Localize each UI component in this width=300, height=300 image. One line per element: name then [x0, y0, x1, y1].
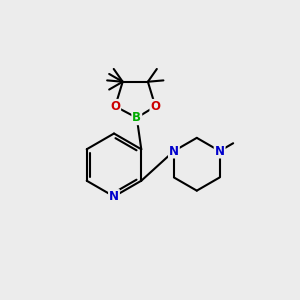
Text: N: N [169, 145, 179, 158]
Text: B: B [132, 111, 141, 124]
Text: O: O [150, 100, 161, 113]
Text: N: N [214, 145, 225, 158]
Text: N: N [109, 190, 119, 203]
Text: O: O [110, 100, 120, 113]
